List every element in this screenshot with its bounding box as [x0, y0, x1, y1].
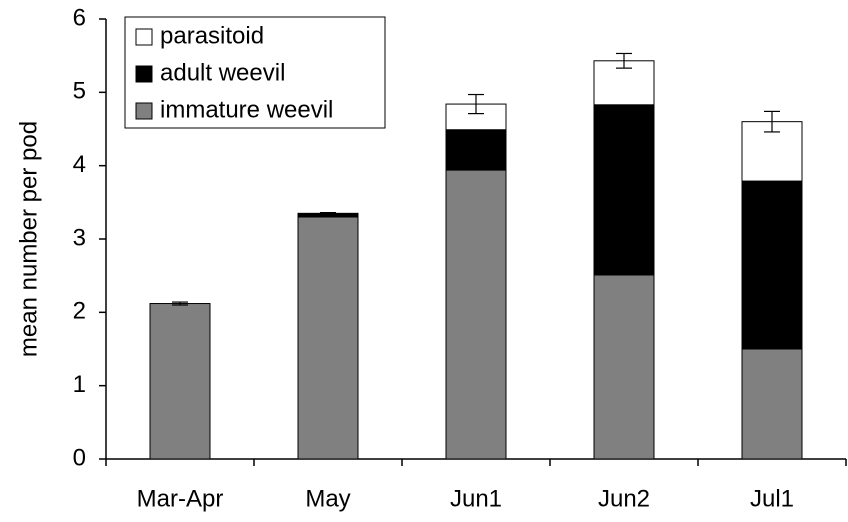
legend-label: parasitoid [160, 22, 264, 49]
error-bar [764, 110, 780, 133]
x-tick-label: Mar-Apr [137, 485, 224, 512]
bar-segment [297, 216, 359, 460]
error-bar [172, 301, 188, 306]
error-bar [320, 212, 336, 215]
bar-segment [593, 104, 655, 276]
legend-swatch [135, 102, 153, 120]
x-tick-label: Jun1 [450, 485, 502, 512]
y-tick-label: 1 [73, 371, 86, 398]
legend-swatch [135, 28, 153, 46]
x-tick-label: Jun2 [598, 485, 650, 512]
legend-box [124, 16, 386, 129]
y-axis-label: mean number per pod [15, 121, 42, 357]
legend-label: immature weevil [160, 96, 333, 123]
x-tick-label: May [305, 485, 350, 512]
bar-segment [445, 103, 507, 131]
y-tick-label: 3 [73, 224, 86, 251]
y-tick-label: 0 [73, 444, 86, 471]
bar-segment [149, 303, 211, 460]
bar-segment [445, 129, 507, 171]
y-tick-label: 4 [73, 151, 86, 178]
y-tick-label: 5 [73, 78, 86, 105]
x-tick-label: Jul1 [750, 485, 794, 512]
bar-segment [593, 274, 655, 460]
legend-label: adult weevil [160, 59, 285, 86]
legend-swatch [135, 65, 153, 83]
bar-segment [741, 348, 803, 460]
y-tick-label: 2 [73, 298, 86, 325]
bar-segment [741, 121, 803, 182]
y-tick-label: 6 [73, 4, 86, 31]
bar-segment [741, 180, 803, 350]
bar-segment [445, 169, 507, 460]
error-bar [616, 52, 632, 69]
error-bar [468, 93, 484, 115]
